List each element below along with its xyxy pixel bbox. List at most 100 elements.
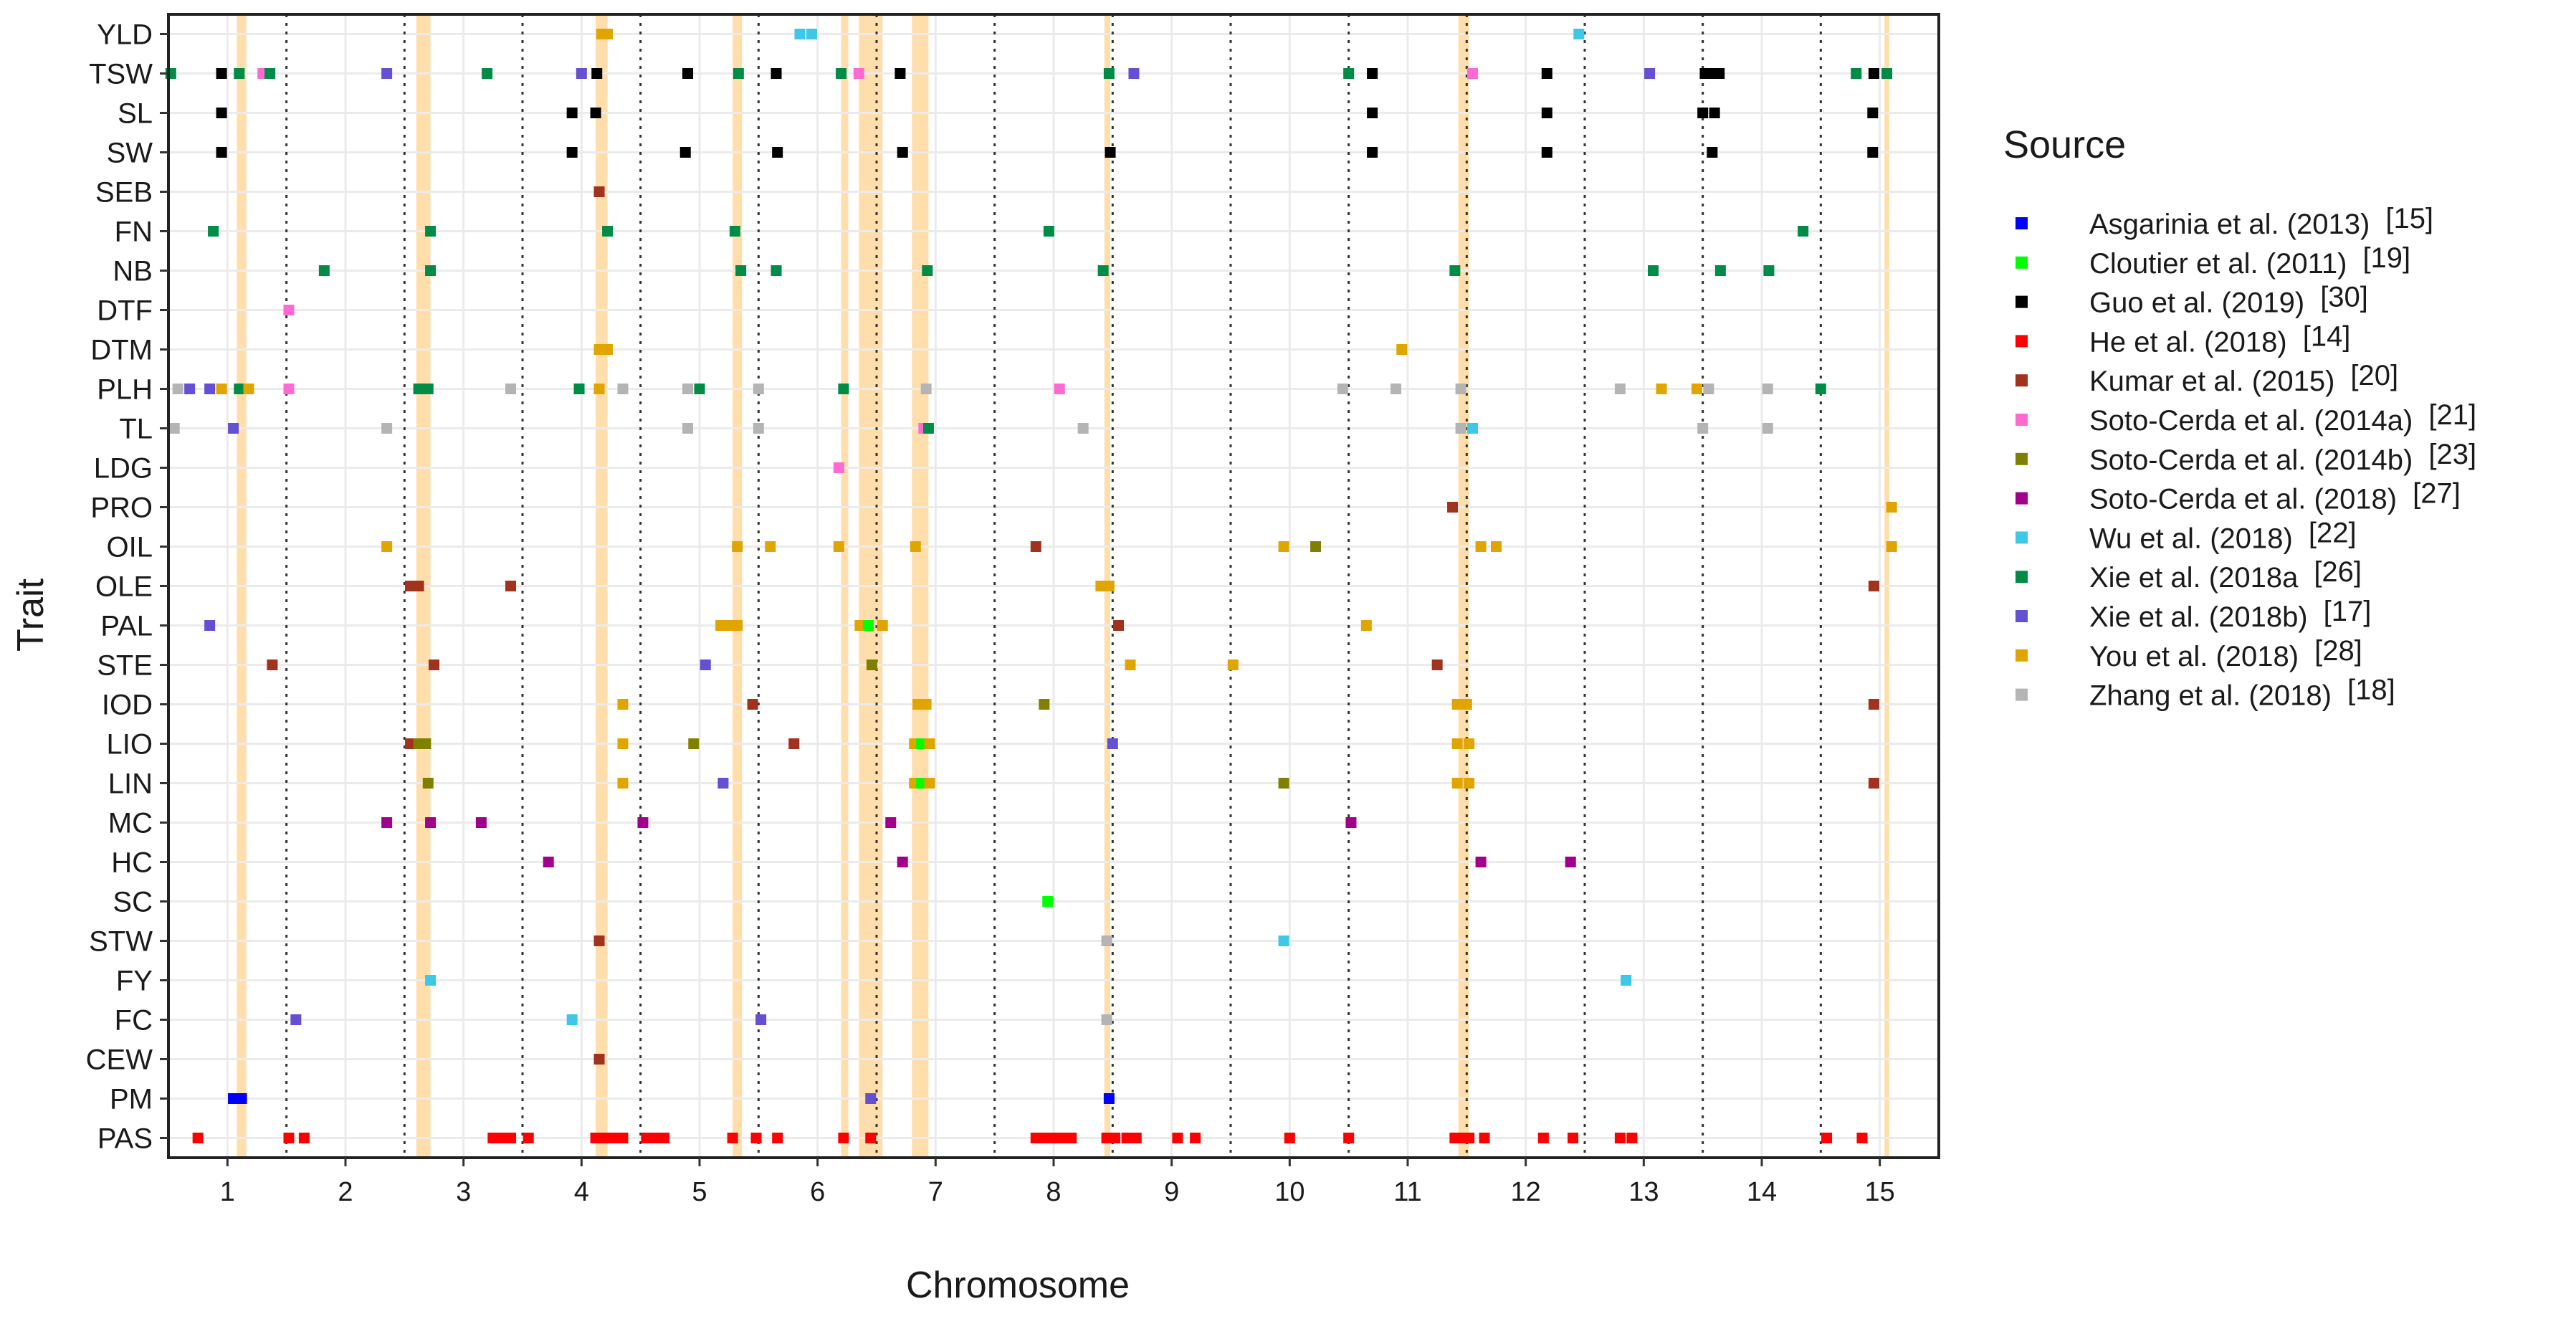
y-tick-oil: OIL [107, 532, 153, 563]
legend-title: Source [2003, 123, 2126, 166]
chromosome-boundaries [285, 14, 1822, 1158]
legend-ref-5: [20] [2350, 360, 2398, 391]
point-ste-147 [1227, 660, 1239, 670]
x-tick-7: 7 [928, 1177, 943, 1207]
x-tick-15: 15 [1865, 1177, 1895, 1207]
point-nb-61 [735, 265, 747, 276]
point-fn-55 [602, 226, 614, 237]
point-plh-92 [1337, 384, 1348, 394]
point-tsw-26 [1541, 68, 1552, 79]
legend-swatch-11 [2016, 610, 2028, 622]
legend-swatch-6 [2016, 414, 2028, 426]
legend-label-9: Wu et al. (2018) [2089, 523, 2293, 554]
point-pas-229 [1110, 1133, 1121, 1143]
legend-ref-8: [27] [2413, 478, 2461, 510]
point-tsw-11 [381, 68, 393, 79]
point-nb-66 [1648, 265, 1659, 276]
point-ldg-113 [833, 462, 844, 473]
point-plh-95 [1614, 384, 1626, 394]
point-nb-60 [425, 265, 437, 276]
x-tick-3: 3 [456, 1177, 471, 1207]
point-lio-159 [420, 738, 431, 749]
point-ole-127 [405, 581, 416, 591]
legend-ref-9: [22] [2309, 517, 2357, 548]
point-tl-104 [682, 423, 694, 434]
point-lio-160 [617, 738, 629, 749]
point-oil-119 [833, 541, 844, 552]
point-tsw-14 [591, 68, 603, 79]
point-pas-216 [649, 1133, 660, 1143]
point-ste-148 [1431, 660, 1443, 670]
legend-items: Asgarinia et al. (2013) [15] Cloutier et a… [2016, 203, 2476, 712]
point-plh-98 [1703, 384, 1714, 394]
point-ole-129 [505, 581, 517, 591]
point-pas-245 [1856, 1133, 1868, 1143]
point-fn-57 [1043, 226, 1054, 237]
legend-ref-3: [30] [2320, 282, 2368, 313]
legend-swatch-8 [2016, 492, 2028, 505]
point-sl-39 [1697, 108, 1709, 118]
point-pas-218 [727, 1133, 738, 1143]
y-tick-pm: PM [110, 1084, 153, 1115]
legend-label-13: Zhang et al. (2018) [2089, 680, 2332, 712]
point-tsw-8 [234, 68, 245, 79]
point-tsw-27 [1644, 68, 1656, 79]
point-lin-177 [1464, 778, 1475, 789]
y-tick-tl: TL [119, 414, 153, 445]
legend-swatch-3 [2016, 295, 2028, 308]
point-pas-220 [772, 1133, 783, 1143]
point-sl-38 [1541, 108, 1552, 118]
point-pas-239 [1479, 1133, 1490, 1143]
point-nb-64 [1097, 265, 1109, 276]
legend-swatch-9 [2016, 531, 2028, 544]
point-cew-199 [593, 1054, 605, 1065]
point-plh-82 [505, 384, 517, 394]
point-sw-51 [1867, 147, 1879, 158]
point-sw-47 [1105, 147, 1116, 158]
point-pal-141 [1360, 620, 1372, 631]
point-lin-170 [617, 778, 629, 789]
point-tsw-24 [1367, 68, 1378, 79]
point-oil-124 [1475, 541, 1487, 552]
point-tsw-31 [1851, 68, 1862, 79]
x-tick-12: 12 [1511, 1177, 1541, 1207]
point-tsw-25 [1467, 68, 1479, 79]
point-pal-136 [732, 620, 743, 631]
point-tsw-20 [895, 68, 906, 79]
point-pas-227 [1066, 1133, 1077, 1143]
point-tsw-17 [771, 68, 782, 79]
point-pas-238 [1464, 1133, 1475, 1143]
point-pro-115 [1886, 502, 1897, 513]
legend-label-7: Soto-Cerda et al. (2014b) [2089, 444, 2413, 476]
point-pal-140 [1113, 620, 1125, 631]
point-yld-2 [602, 29, 614, 39]
legend-swatch-10 [2016, 571, 2028, 584]
y-tick-dtm: DTM [90, 335, 153, 366]
legend-ref-12: [28] [2314, 635, 2362, 667]
y-tick-pas: PAS [97, 1123, 153, 1155]
point-iod-149 [617, 699, 629, 710]
point-pal-139 [877, 620, 888, 631]
legend-label-8: Soto-Cerda et al. (2018) [2089, 484, 2397, 515]
point-dtm-71 [602, 344, 614, 355]
point-ole-132 [1868, 581, 1879, 591]
point-sl-36 [590, 108, 601, 118]
x-tick-14: 14 [1747, 1177, 1777, 1207]
point-sw-50 [1707, 147, 1718, 158]
point-plh-86 [682, 384, 694, 394]
point-fn-58 [1798, 226, 1809, 237]
y-tick-tsw: TSW [89, 59, 153, 90]
point-pas-205 [283, 1133, 295, 1143]
point-tsw-7 [216, 68, 227, 79]
legend-ref-6: [21] [2428, 399, 2476, 431]
point-lin-171 [717, 778, 729, 789]
point-tsw-19 [853, 68, 864, 79]
point-lin-173 [916, 778, 927, 789]
point-pas-226 [1057, 1133, 1069, 1143]
point-oil-122 [1278, 541, 1289, 552]
x-tick-1: 1 [220, 1177, 235, 1207]
y-axis-title: Trait [10, 578, 52, 652]
gridlines [168, 14, 1939, 1158]
point-hc-186 [897, 857, 908, 867]
